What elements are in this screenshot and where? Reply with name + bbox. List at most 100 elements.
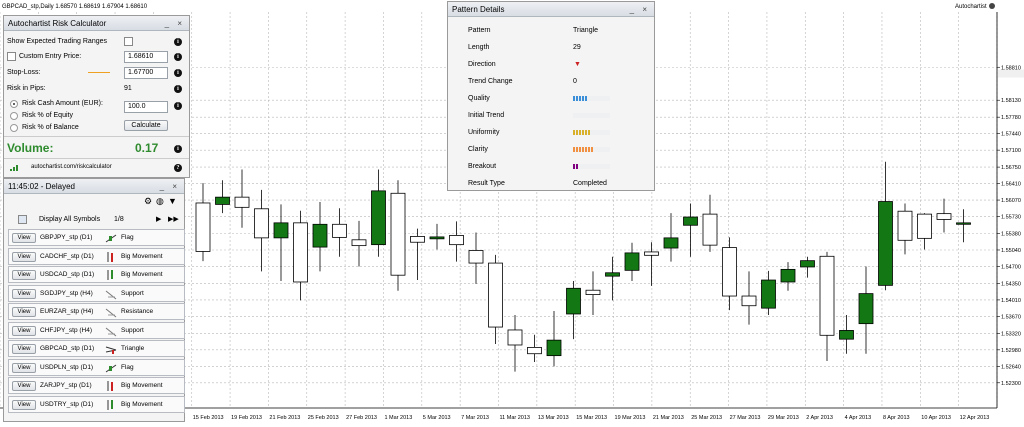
symbol-name: GBPJPY_stp (D1) [40, 234, 93, 241]
pattern-type: Big Movement [121, 252, 163, 260]
view-button[interactable]: View [12, 288, 36, 299]
settings-gear-icon[interactable]: ⚙ [144, 196, 153, 206]
calculate-button[interactable]: Calculate [124, 120, 168, 131]
risk-cash-radio[interactable] [10, 100, 18, 108]
bar-segment [579, 147, 581, 152]
view-button[interactable]: View [12, 307, 36, 317]
risk-pips-value: 91 [124, 85, 132, 92]
last-page-icon[interactable]: ▶▶ [168, 216, 179, 223]
stop-loss-input[interactable]: 1.67700 [124, 67, 168, 79]
bar-segment [591, 147, 593, 152]
current-price-marker [998, 69, 1024, 78]
risk-calculator-titlebar: Autochartist Risk Calculator _ × [4, 16, 189, 31]
bar-segment [573, 130, 575, 135]
candle [293, 210, 308, 301]
clarity-label: Clarity [468, 146, 488, 153]
result-type-value: Completed [573, 180, 607, 187]
date-tick-label: 25 Feb 2013 [308, 415, 339, 421]
entry-price-input[interactable]: 1.68610 [124, 51, 168, 63]
bar-segment [579, 96, 581, 101]
view-button[interactable]: View [12, 381, 36, 391]
direction-label: Direction [468, 61, 496, 68]
risk-balance-label: Risk % of Balance [22, 124, 79, 131]
filter-icon[interactable]: ▼ [168, 196, 177, 206]
pattern-label: Pattern [468, 27, 491, 34]
symbol-row[interactable]: View ZARJPY_stp (D1) Big Movement [8, 377, 185, 394]
flag-icon [105, 232, 117, 244]
view-button[interactable]: View [12, 362, 36, 373]
date-tick-label: 13 Mar 2013 [538, 415, 569, 421]
view-button[interactable]: View [12, 270, 36, 280]
pattern-type: Triangle [121, 345, 145, 352]
bar-segment [582, 130, 584, 135]
symbol-row[interactable]: View USDCAD_stp (D1) Big Movement [8, 266, 185, 283]
panel-window-buttons[interactable]: _ × [159, 182, 180, 191]
price-tick-label: 1.52300 [1001, 381, 1021, 387]
view-button[interactable]: View [12, 325, 36, 336]
help-icon[interactable]: ? [174, 164, 182, 172]
price-tick-label: 1.56070 [1001, 198, 1021, 204]
info-icon[interactable]: i [174, 53, 182, 61]
info-icon[interactable]: i [174, 145, 182, 153]
trend-change-label: Trend Change [468, 78, 513, 85]
bar-segment [582, 96, 584, 101]
candle [605, 256, 620, 301]
big-movement-down-icon [105, 251, 117, 263]
info-icon[interactable]: i [174, 85, 182, 93]
candle [722, 237, 737, 311]
risk-calculator-link[interactable]: autochartist.com/riskcalculator [31, 164, 112, 170]
bar-segment [576, 164, 578, 169]
initial-trend-bar [573, 113, 610, 118]
date-tick-label: 8 Apr 2013 [883, 415, 910, 421]
panel-window-buttons[interactable]: _ × [164, 19, 185, 28]
symbol-row[interactable]: View USDTRY_stp (D1) Big Movement [8, 395, 185, 413]
risk-equity-radio[interactable] [10, 112, 18, 120]
candle [332, 208, 347, 257]
result-type-label: Result Type [468, 180, 505, 187]
direction-down-icon: ▼ [574, 61, 581, 68]
symbol-row[interactable]: View SGDJPY_stp (H4) Support [8, 284, 185, 302]
symbol-name: CHFJPY_stp (H4) [40, 326, 93, 334]
big-movement-down-icon [105, 380, 117, 392]
symbol-row[interactable]: View USDPLN_stp (D1) Flag [8, 358, 185, 376]
symbol-name: USDPLN_stp (D1) [40, 363, 94, 371]
custom-entry-checkbox[interactable] [7, 52, 16, 61]
symbol-row[interactable]: View CHFJPY_stp (H4) Support [8, 321, 185, 339]
symbol-row[interactable]: View EURZAR_stp (H4) Resistance [8, 303, 185, 320]
symbol-name: USDTRY_stp (D1) [40, 400, 94, 408]
show-ranges-checkbox[interactable] [124, 37, 133, 46]
info-icon[interactable]: i [174, 38, 182, 46]
custom-entry-label: Custom Entry Price: [19, 53, 82, 60]
date-tick-label: 7 Mar 2013 [461, 415, 489, 421]
view-button[interactable]: View [12, 344, 36, 354]
next-page-icon[interactable]: ▶ [156, 216, 162, 223]
date-tick-label: 1 Mar 2013 [384, 415, 412, 421]
clarity-bar [573, 147, 610, 152]
risk-amount-input[interactable]: 100.0 [124, 101, 168, 113]
symbol-row[interactable]: View GBPJPY_stp (D1) Flag [8, 229, 185, 246]
divider [4, 136, 189, 137]
view-button[interactable]: View [12, 233, 36, 243]
symbol-row[interactable]: View CADCHF_stp (D1) Big Movement [8, 247, 185, 265]
candle [644, 242, 659, 286]
date-tick-label: 12 Apr 2013 [960, 415, 990, 421]
panel-window-buttons[interactable]: _ × [629, 5, 650, 14]
globe-icon[interactable]: ◍ [156, 196, 164, 206]
view-button[interactable]: View [12, 251, 36, 262]
symbol-row[interactable]: View GBPCAD_stp (D1) Triangle [8, 340, 185, 357]
candle [371, 169, 386, 257]
price-tick-label: 1.56410 [1001, 182, 1021, 188]
price-tick-label: 1.53670 [1001, 314, 1021, 320]
info-icon[interactable]: i [174, 69, 182, 77]
big-movement-up-icon [105, 399, 117, 411]
risk-balance-radio[interactable] [10, 124, 18, 132]
view-button[interactable]: View [12, 399, 36, 410]
info-icon[interactable]: i [174, 102, 182, 110]
big-movement-up-icon [105, 269, 117, 281]
candle [800, 256, 815, 278]
price-tick-label: 1.54010 [1001, 298, 1021, 304]
display-all-checkbox[interactable] [18, 215, 27, 224]
candle [546, 311, 562, 367]
candle [683, 203, 698, 257]
